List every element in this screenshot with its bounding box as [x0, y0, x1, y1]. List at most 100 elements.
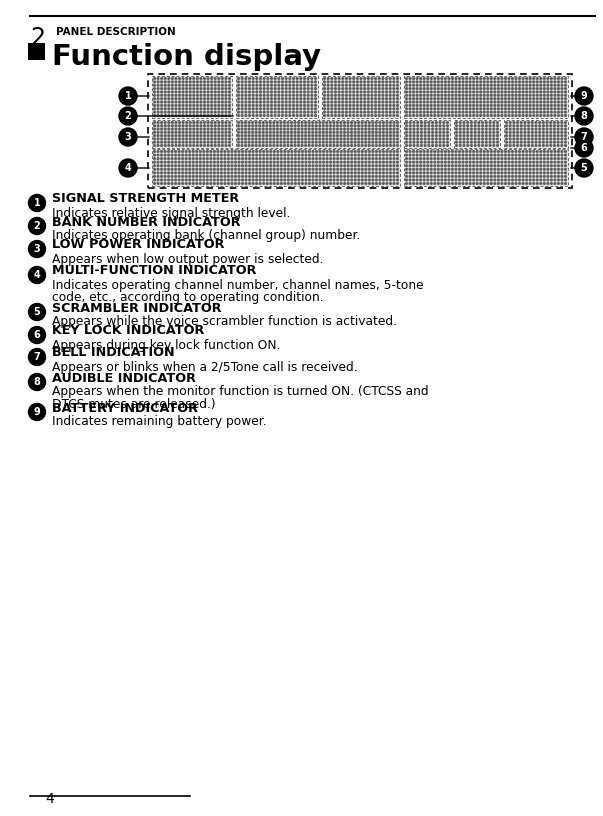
Circle shape — [368, 157, 370, 159]
Circle shape — [315, 81, 317, 82]
Circle shape — [480, 108, 482, 109]
Circle shape — [231, 172, 233, 174]
Circle shape — [171, 128, 173, 130]
Circle shape — [189, 111, 191, 113]
Circle shape — [371, 98, 373, 100]
Circle shape — [513, 144, 515, 146]
Circle shape — [264, 114, 265, 117]
Circle shape — [386, 157, 388, 159]
Circle shape — [157, 151, 159, 153]
Circle shape — [382, 151, 384, 153]
Circle shape — [431, 101, 432, 103]
Circle shape — [528, 125, 529, 126]
Circle shape — [309, 172, 311, 174]
Circle shape — [154, 157, 156, 159]
Circle shape — [302, 175, 303, 177]
Circle shape — [231, 179, 233, 181]
Circle shape — [543, 108, 545, 109]
Circle shape — [379, 179, 380, 181]
Circle shape — [533, 168, 535, 171]
Circle shape — [302, 179, 303, 181]
Circle shape — [531, 131, 533, 133]
Circle shape — [417, 138, 418, 140]
Circle shape — [270, 135, 271, 136]
Circle shape — [367, 114, 369, 117]
Circle shape — [466, 114, 467, 117]
Circle shape — [427, 154, 429, 156]
Circle shape — [412, 91, 414, 93]
Circle shape — [221, 162, 223, 163]
Circle shape — [207, 111, 209, 113]
Circle shape — [315, 78, 317, 79]
Bar — [322, 76, 400, 118]
Circle shape — [382, 81, 384, 82]
Circle shape — [157, 179, 159, 181]
Circle shape — [420, 162, 421, 163]
Circle shape — [564, 87, 566, 90]
Circle shape — [349, 111, 351, 113]
Circle shape — [505, 144, 507, 146]
Circle shape — [484, 101, 485, 103]
Circle shape — [259, 131, 260, 133]
Circle shape — [536, 165, 538, 166]
Circle shape — [329, 125, 331, 126]
Circle shape — [558, 157, 560, 159]
Circle shape — [435, 138, 437, 140]
Circle shape — [164, 98, 166, 100]
Circle shape — [393, 175, 395, 177]
Circle shape — [473, 157, 475, 159]
Circle shape — [543, 98, 545, 100]
Circle shape — [397, 131, 399, 133]
Circle shape — [282, 84, 283, 86]
Circle shape — [221, 165, 223, 166]
Circle shape — [330, 175, 332, 177]
Circle shape — [386, 135, 388, 136]
Circle shape — [473, 172, 475, 174]
Circle shape — [517, 135, 519, 136]
Circle shape — [214, 141, 216, 143]
Circle shape — [277, 175, 279, 177]
Circle shape — [235, 162, 236, 163]
Circle shape — [501, 91, 503, 93]
Circle shape — [280, 138, 282, 140]
Circle shape — [282, 87, 283, 90]
Circle shape — [264, 87, 265, 90]
Circle shape — [157, 125, 159, 126]
Circle shape — [452, 95, 453, 96]
Circle shape — [157, 95, 159, 96]
Circle shape — [409, 179, 411, 181]
Circle shape — [238, 122, 239, 123]
Circle shape — [526, 154, 528, 156]
Circle shape — [285, 111, 287, 113]
Circle shape — [474, 125, 476, 126]
Circle shape — [315, 179, 317, 181]
Circle shape — [390, 84, 391, 86]
Circle shape — [406, 81, 408, 82]
Circle shape — [333, 122, 335, 123]
Circle shape — [522, 154, 524, 156]
Text: Appears when the monitor function is turned ON. (CTCSS and: Appears when the monitor function is tur… — [52, 385, 429, 398]
Circle shape — [271, 81, 273, 82]
Circle shape — [330, 165, 332, 166]
Circle shape — [330, 151, 332, 153]
Circle shape — [476, 108, 478, 109]
Circle shape — [161, 135, 163, 136]
Circle shape — [231, 165, 233, 166]
Circle shape — [349, 81, 351, 82]
Circle shape — [196, 172, 198, 174]
Circle shape — [292, 111, 294, 113]
Circle shape — [459, 172, 461, 174]
Circle shape — [361, 128, 363, 130]
Circle shape — [480, 78, 482, 79]
Circle shape — [161, 78, 163, 79]
Circle shape — [459, 91, 461, 93]
Circle shape — [519, 179, 520, 181]
Circle shape — [409, 87, 411, 90]
Circle shape — [319, 131, 321, 133]
Circle shape — [526, 78, 528, 79]
Circle shape — [171, 95, 173, 96]
Circle shape — [260, 95, 261, 96]
Circle shape — [189, 183, 191, 184]
Circle shape — [271, 78, 273, 79]
Circle shape — [280, 128, 282, 130]
